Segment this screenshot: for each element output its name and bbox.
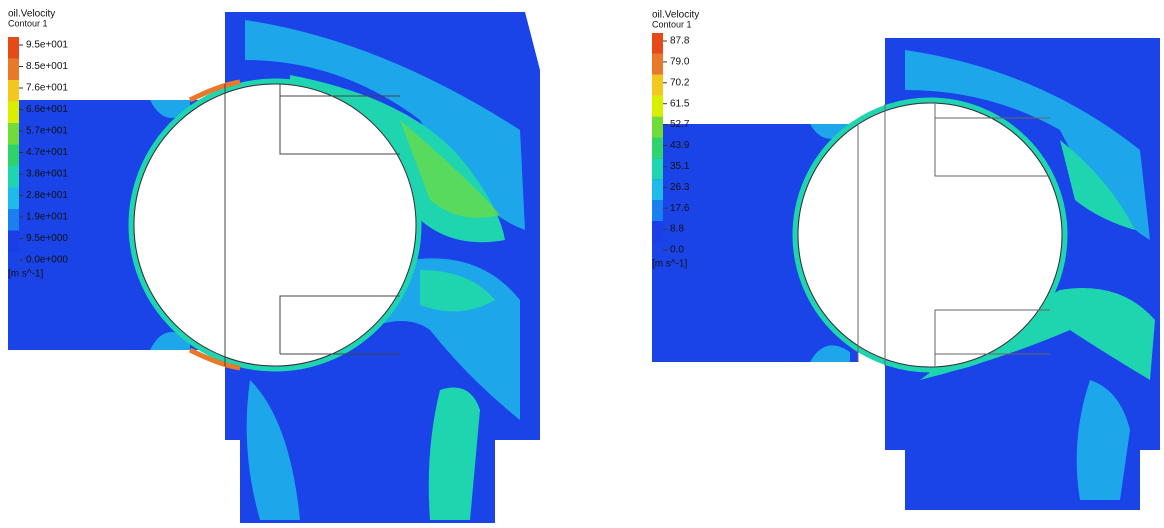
legend-swatch xyxy=(652,158,663,179)
legend-swatch xyxy=(8,59,19,81)
legend-label: 8.8 xyxy=(670,224,684,235)
rotor xyxy=(134,84,416,366)
legend-label: 3.8e+001 xyxy=(26,169,68,180)
legend-label: 1.9e+001 xyxy=(26,212,68,223)
legend-label: 35.1 xyxy=(670,161,690,172)
legend-swatch xyxy=(8,209,19,231)
legend-label: 17.6 xyxy=(670,203,690,214)
legend-label: 9.5e+000 xyxy=(26,233,68,244)
rotor xyxy=(798,103,1062,367)
legend-label: 6.6e+001 xyxy=(26,104,68,115)
legend-label: 8.5e+001 xyxy=(26,61,68,72)
legend-label: 87.8 xyxy=(670,36,690,47)
legend-swatch xyxy=(8,166,19,188)
left-contour xyxy=(8,12,540,523)
scene: oil.VelocityContour 19.5e+0018.5e+0017.6… xyxy=(0,0,1164,523)
legend-swatch xyxy=(652,117,663,138)
legend-swatch xyxy=(652,96,663,117)
legend-label: 70.2 xyxy=(670,77,690,88)
legend-label: 0.0e+000 xyxy=(26,255,68,266)
legend-label: 52.7 xyxy=(670,119,690,130)
legend-swatch xyxy=(652,75,663,96)
page: oil.VelocityContour 19.5e+0018.5e+0017.6… xyxy=(0,0,1164,528)
right-contour xyxy=(652,38,1160,510)
legend-swatch xyxy=(652,54,663,75)
legend-label: 5.7e+001 xyxy=(26,126,68,137)
legend-swatch xyxy=(8,123,19,145)
legend-label: 43.9 xyxy=(670,140,690,151)
legend-swatch xyxy=(8,188,19,210)
legend-contour: Contour 1 xyxy=(8,18,48,28)
legend-label: 4.7e+001 xyxy=(26,147,68,158)
legend-swatch xyxy=(652,221,663,242)
legend-swatch xyxy=(652,179,663,200)
legend-label: 2.8e+001 xyxy=(26,190,68,201)
legend-swatch xyxy=(652,138,663,159)
legend-unit: [m s^-1] xyxy=(8,269,43,280)
legend-label: 61.5 xyxy=(670,98,690,109)
legend-contour: Contour 1 xyxy=(652,19,692,29)
legend-swatch xyxy=(652,200,663,221)
legend-label: 7.6e+001 xyxy=(26,83,68,94)
legend-label: 79.0 xyxy=(670,57,690,68)
legend-label: 26.3 xyxy=(670,182,690,193)
legend-swatch xyxy=(8,145,19,167)
legend-label: 9.5e+001 xyxy=(26,40,68,51)
legend-swatch xyxy=(8,80,19,102)
legend-swatch xyxy=(8,37,19,59)
legend-swatch xyxy=(8,102,19,124)
legend-unit: [m s^-1] xyxy=(652,259,687,270)
legend-label: 0.0 xyxy=(670,245,684,256)
legend-swatch xyxy=(8,231,19,253)
legend-swatch xyxy=(652,33,663,54)
